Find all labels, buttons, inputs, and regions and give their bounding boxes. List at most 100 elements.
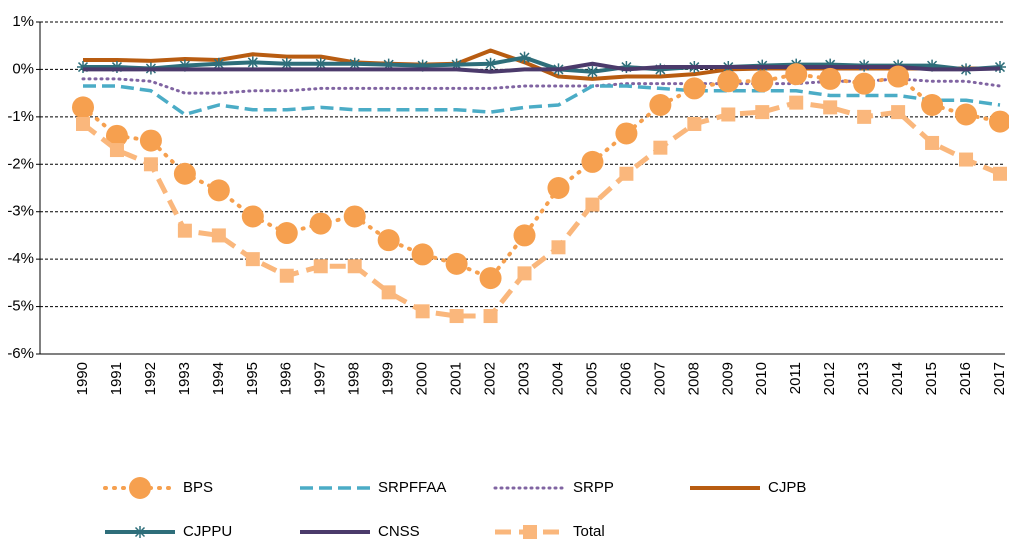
marker bbox=[309, 212, 332, 235]
marker bbox=[178, 59, 191, 72]
y-tick-label: 1% bbox=[12, 13, 34, 30]
x-tick-label: 2017 bbox=[991, 362, 1008, 395]
y-tick-label: -1% bbox=[7, 108, 34, 125]
marker bbox=[959, 152, 974, 167]
x-tick-label: 2012 bbox=[821, 362, 838, 395]
marker bbox=[246, 56, 259, 69]
x-tick-label: 2003 bbox=[515, 362, 532, 395]
x-tick-label: 1990 bbox=[74, 362, 91, 395]
marker bbox=[313, 259, 328, 274]
marker bbox=[517, 266, 532, 281]
marker bbox=[955, 103, 978, 126]
marker bbox=[212, 57, 225, 70]
y-tick-label: -2% bbox=[7, 155, 34, 172]
marker bbox=[518, 51, 531, 64]
legend-label: BPS bbox=[183, 479, 213, 496]
marker bbox=[411, 243, 434, 266]
marker bbox=[348, 57, 361, 70]
legend-label: Total bbox=[573, 523, 605, 540]
marker bbox=[586, 65, 599, 78]
x-tick-label: 2004 bbox=[549, 362, 566, 395]
marker bbox=[347, 259, 362, 274]
marker bbox=[785, 63, 808, 86]
marker bbox=[314, 57, 327, 70]
x-tick-label: 1998 bbox=[346, 362, 363, 395]
marker bbox=[381, 285, 396, 300]
y-tick-label: -5% bbox=[7, 298, 34, 315]
marker bbox=[615, 122, 638, 145]
marker bbox=[139, 129, 162, 152]
x-tick-label: 2013 bbox=[855, 362, 872, 395]
marker bbox=[751, 70, 774, 93]
legend-label: CNSS bbox=[378, 523, 420, 540]
x-tick-label: 1996 bbox=[278, 362, 295, 395]
marker bbox=[484, 57, 497, 70]
x-tick-label: 2010 bbox=[753, 362, 770, 395]
legend-label: CJPPU bbox=[183, 523, 232, 540]
marker bbox=[926, 59, 939, 72]
x-tick-label: 2009 bbox=[719, 362, 736, 395]
marker bbox=[925, 135, 940, 150]
series-line bbox=[81, 100, 1001, 319]
marker bbox=[110, 61, 123, 74]
marker bbox=[343, 205, 366, 228]
x-tick-label: 2006 bbox=[617, 362, 634, 395]
x-tick-label: 2002 bbox=[482, 362, 499, 395]
legend-label: CJPB bbox=[768, 479, 806, 496]
marker bbox=[653, 140, 668, 155]
legend-marker bbox=[523, 525, 537, 539]
marker bbox=[173, 162, 196, 185]
y-tick-label: 0% bbox=[12, 60, 34, 77]
marker bbox=[993, 166, 1007, 181]
marker bbox=[449, 309, 464, 324]
marker bbox=[415, 304, 430, 319]
x-tick-label: 2000 bbox=[414, 362, 431, 395]
x-tick-label: 2015 bbox=[923, 362, 940, 395]
x-tick-label: 1991 bbox=[108, 362, 125, 395]
series-line bbox=[83, 61, 1001, 74]
marker bbox=[823, 100, 838, 115]
x-tick-label: 2011 bbox=[787, 362, 804, 394]
marker bbox=[143, 157, 158, 172]
marker bbox=[824, 58, 837, 71]
legend-label: SRPFFAA bbox=[378, 479, 446, 496]
marker bbox=[211, 228, 226, 243]
x-tick-label: 2007 bbox=[651, 362, 668, 395]
x-tick-label: 2008 bbox=[685, 362, 702, 395]
x-tick-label: 2001 bbox=[448, 362, 465, 395]
x-tick-label: 1995 bbox=[244, 362, 261, 395]
x-tick-label: 1999 bbox=[380, 362, 397, 395]
marker bbox=[280, 57, 293, 70]
marker bbox=[241, 205, 264, 228]
y-tick-label: -6% bbox=[7, 345, 34, 362]
marker bbox=[377, 229, 400, 252]
marker bbox=[279, 268, 294, 283]
x-tick-label: 2005 bbox=[583, 362, 600, 395]
marker bbox=[887, 65, 910, 88]
y-tick-label: -3% bbox=[7, 203, 34, 220]
marker bbox=[654, 63, 667, 76]
marker bbox=[819, 67, 842, 90]
marker bbox=[891, 105, 906, 120]
marker bbox=[789, 95, 804, 110]
y-tick-label: -4% bbox=[7, 250, 34, 267]
series-line bbox=[81, 72, 1002, 281]
marker bbox=[109, 143, 124, 158]
legend-marker bbox=[129, 477, 151, 499]
marker bbox=[275, 222, 298, 245]
x-tick-label: 1992 bbox=[142, 362, 159, 395]
series-line bbox=[83, 84, 1001, 117]
marker bbox=[989, 110, 1009, 133]
legend-marker bbox=[134, 526, 146, 538]
marker bbox=[77, 61, 89, 74]
marker bbox=[72, 96, 94, 119]
x-tick-label: 1993 bbox=[176, 362, 193, 395]
marker bbox=[483, 309, 498, 324]
marker bbox=[479, 267, 502, 290]
marker bbox=[994, 61, 1006, 74]
marker bbox=[76, 116, 90, 131]
marker bbox=[721, 107, 736, 122]
x-tick-label: 2016 bbox=[957, 362, 974, 395]
marker bbox=[177, 223, 192, 238]
marker bbox=[581, 150, 604, 173]
